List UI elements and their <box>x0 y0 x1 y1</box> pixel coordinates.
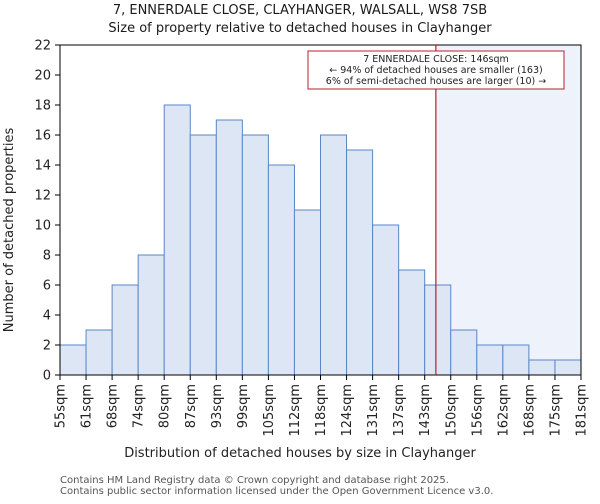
histogram-bar <box>424 284 452 376</box>
x-tick-label: 137sqm <box>392 384 407 437</box>
histogram-bar <box>241 134 269 376</box>
annotation-line-1: 7 ENNERDALE CLOSE: 146sqm <box>363 54 509 65</box>
x-tick-label: 175sqm <box>548 384 563 437</box>
histogram-bar <box>476 344 504 376</box>
chart-subtitle: Size of property relative to detached ho… <box>108 21 492 36</box>
histogram-bar <box>398 269 426 376</box>
annotation-box: 7 ENNERDALE CLOSE: 146sqm ← 94% of detac… <box>307 50 565 90</box>
histogram-bar <box>346 149 374 376</box>
x-axis-label: Distribution of detached houses by size … <box>124 446 476 461</box>
x-tick-label: 80sqm <box>158 384 173 428</box>
y-tick-label: 6 <box>43 279 51 294</box>
y-tick-label: 14 <box>34 159 51 174</box>
x-tick-label: 105sqm <box>262 384 277 437</box>
x-tick-label: 162sqm <box>496 384 511 437</box>
x-tick-label: 68sqm <box>106 384 121 428</box>
x-tick-label: 124sqm <box>340 384 355 437</box>
y-axis-ticks: 0 2 4 6 8 10 12 14 16 18 20 22 <box>34 39 60 384</box>
x-tick-label: 156sqm <box>470 384 485 437</box>
y-tick-label: 8 <box>43 249 51 264</box>
bars-layer <box>59 104 582 376</box>
histogram-bar <box>372 224 400 376</box>
histogram-bar <box>267 164 295 376</box>
x-tick-label: 150sqm <box>444 384 459 437</box>
x-tick-label: 99sqm <box>236 384 251 428</box>
y-tick-label: 2 <box>43 339 51 354</box>
footer-copyright: Contains HM Land Registry data © Crown c… <box>60 475 449 486</box>
x-tick-label: 55sqm <box>54 384 69 428</box>
histogram-bar <box>189 134 217 376</box>
y-tick-label: 12 <box>34 189 51 204</box>
x-tick-label: 74sqm <box>132 384 147 428</box>
y-tick-label: 4 <box>43 309 51 324</box>
x-tick-label: 143sqm <box>418 384 433 437</box>
y-tick-label: 22 <box>34 39 51 54</box>
highlight-region <box>435 45 581 375</box>
x-axis-ticks: 55sqm 61sqm 68sqm 74sqm 80sqm 87sqm 93sqm 99sqm… <box>54 375 590 437</box>
y-axis-label: Number of detached properties <box>2 128 17 333</box>
histogram-bar <box>502 344 530 376</box>
histogram-bar <box>215 119 243 376</box>
annotation-line-2: ← 94% of detached houses are smaller (16… <box>329 65 542 76</box>
histogram-bar <box>450 329 478 376</box>
x-tick-label: 181sqm <box>575 384 590 437</box>
histogram-bar <box>554 359 582 376</box>
histogram-bar <box>59 344 87 376</box>
x-tick-label: 118sqm <box>314 384 329 437</box>
histogram-bar <box>293 209 322 376</box>
histogram-bar <box>163 104 191 376</box>
y-tick-label: 10 <box>34 219 51 234</box>
x-tick-label: 93sqm <box>210 384 225 428</box>
x-tick-label: 112sqm <box>288 384 303 437</box>
histogram-bar <box>111 284 139 376</box>
annotation-line-3: 6% of semi-detached houses are larger (1… <box>326 76 546 87</box>
histogram-bar <box>85 329 113 376</box>
annotation-border <box>307 50 565 90</box>
x-tick-label: 168sqm <box>522 384 537 437</box>
y-tick-label: 20 <box>34 69 51 84</box>
chart-title: 7, ENNERDALE CLOSE, CLAYHANGER, WALSALL,… <box>113 3 487 18</box>
y-tick-label: 0 <box>43 369 51 384</box>
x-tick-label: 87sqm <box>184 384 199 428</box>
histogram-bar <box>137 254 165 376</box>
x-tick-label: 131sqm <box>366 384 381 437</box>
x-tick-label: 61sqm <box>80 384 95 428</box>
histogram-bar <box>528 359 556 376</box>
footer-licence: Contains public sector information licen… <box>60 486 493 497</box>
y-tick-label: 16 <box>34 129 51 144</box>
histogram-bar <box>320 134 348 376</box>
plot-frame <box>59 44 582 376</box>
y-tick-label: 18 <box>34 99 51 114</box>
